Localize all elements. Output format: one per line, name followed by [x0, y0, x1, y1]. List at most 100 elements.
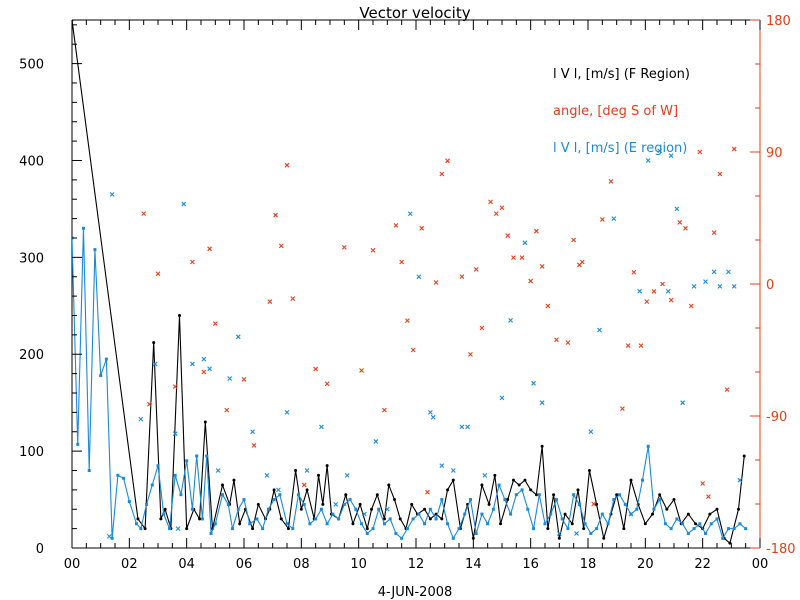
data-point	[531, 380, 536, 386]
legend-entry: l V l, [m/s] (F Region)	[553, 67, 690, 82]
data-point	[744, 527, 748, 531]
x-tick-label: 04	[178, 557, 195, 572]
data-point	[337, 517, 341, 521]
data-point	[195, 454, 199, 458]
data-point	[465, 424, 470, 430]
data-point	[731, 284, 737, 289]
data-point	[272, 498, 276, 502]
data-point	[325, 464, 329, 468]
data-point	[499, 522, 503, 526]
x-tick-label: 08	[293, 557, 310, 572]
x-tick-label: 22	[694, 557, 711, 572]
y-tick-label: 400	[19, 154, 44, 169]
data-point	[486, 522, 490, 526]
y-tick-label: 300	[19, 251, 44, 266]
data-point	[681, 522, 685, 526]
data-point	[599, 217, 605, 222]
y2-tick-label: -90	[766, 410, 787, 425]
data-point	[248, 522, 252, 526]
data-point	[497, 483, 501, 487]
data-point	[304, 468, 310, 473]
data-point	[291, 527, 295, 531]
x-tick-label: 02	[121, 557, 138, 572]
data-point	[145, 502, 149, 506]
data-point	[628, 511, 634, 517]
data-point	[583, 522, 587, 526]
chart-title: Vector velocity	[359, 4, 470, 22]
data-point	[127, 499, 131, 503]
data-point	[560, 517, 564, 521]
data-point	[393, 498, 396, 502]
data-point	[405, 318, 410, 324]
data-point	[473, 266, 479, 272]
data-point	[480, 483, 484, 487]
data-point	[709, 522, 713, 526]
data-point	[181, 201, 187, 207]
data-point	[290, 296, 296, 302]
data-point	[423, 507, 427, 511]
data-point	[434, 517, 438, 521]
data-point	[556, 531, 562, 536]
data-point	[577, 502, 581, 506]
data-point	[370, 247, 376, 253]
x-tick-label: 00	[64, 557, 81, 572]
data-point	[737, 507, 740, 511]
data-point	[99, 374, 103, 378]
data-point	[231, 527, 235, 531]
data-point	[505, 233, 511, 238]
data-point	[428, 517, 432, 521]
data-point	[545, 303, 551, 309]
data-point	[198, 517, 202, 521]
data-point	[645, 158, 651, 163]
data-point	[221, 483, 224, 487]
data-point	[185, 527, 189, 531]
data-point	[205, 454, 209, 458]
data-point	[410, 502, 414, 506]
data-point	[416, 274, 422, 280]
data-point	[582, 527, 586, 531]
data-point	[317, 473, 321, 477]
data-point	[273, 212, 278, 218]
data-point	[660, 281, 665, 287]
data-point	[459, 274, 465, 280]
data-point	[468, 352, 473, 357]
x-axis-label: 4-JUN-2008	[378, 585, 453, 600]
data-point	[314, 517, 318, 521]
data-point	[365, 527, 369, 531]
data-point	[715, 507, 719, 511]
data-point	[399, 259, 405, 265]
data-point	[294, 468, 298, 472]
data-point	[579, 259, 585, 265]
data-point	[539, 400, 545, 406]
data-point	[155, 271, 161, 277]
data-point	[278, 493, 282, 497]
data-point	[534, 228, 539, 234]
y2-tick-label: -180	[766, 542, 796, 557]
data-point	[608, 178, 614, 184]
series-line	[72, 228, 747, 540]
data-point	[546, 527, 550, 531]
data-point	[261, 527, 265, 531]
data-point	[167, 527, 171, 531]
data-point	[658, 498, 662, 502]
data-point	[669, 527, 673, 531]
data-point	[537, 493, 541, 497]
data-point	[284, 409, 290, 415]
data-point	[574, 531, 579, 536]
data-point	[446, 488, 450, 492]
data-point	[675, 517, 679, 521]
data-point	[737, 477, 743, 483]
data-point	[680, 400, 685, 406]
data-point	[387, 483, 391, 487]
data-point	[683, 225, 688, 231]
x-tick-label: 12	[408, 557, 425, 572]
data-point	[640, 478, 644, 482]
x-tick-label: 18	[580, 557, 597, 572]
x-tick-label: 06	[236, 557, 253, 572]
data-point	[141, 211, 147, 216]
data-point	[135, 522, 138, 526]
data-point	[152, 341, 156, 345]
data-point	[595, 502, 599, 506]
data-point	[439, 171, 445, 177]
